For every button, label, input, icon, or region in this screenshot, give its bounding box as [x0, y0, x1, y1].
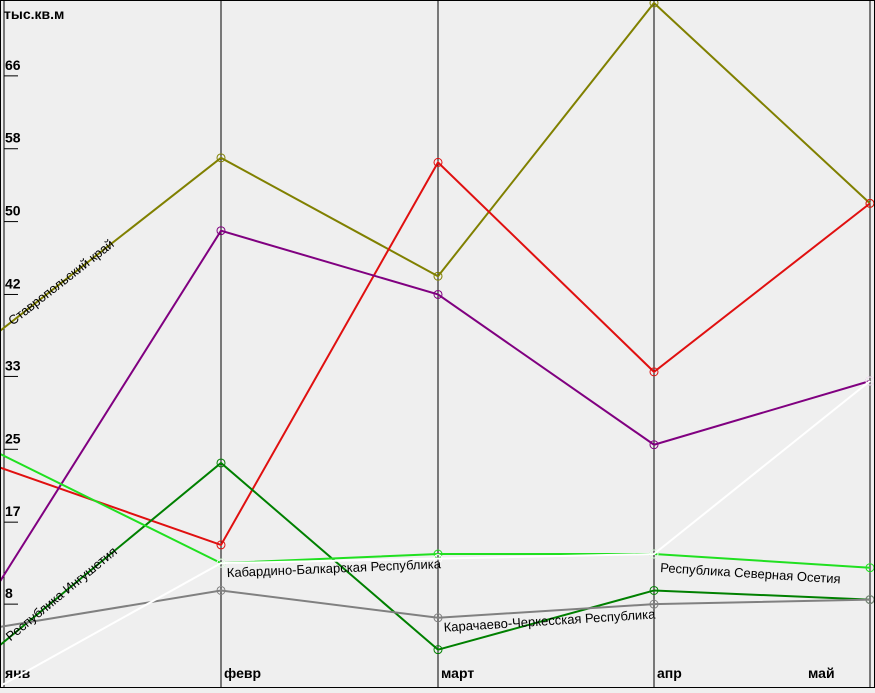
- y-tick-label: 66: [5, 57, 21, 73]
- x-tick-label: апр: [657, 665, 682, 681]
- y-tick-label: 50: [5, 203, 21, 219]
- series-line: [0, 461, 871, 651]
- series-line: [0, 229, 871, 582]
- y-tick-label: 58: [5, 130, 21, 146]
- y-tick-label: 25: [5, 430, 21, 446]
- x-tick-label: янв: [5, 665, 31, 681]
- series-1: [0, 157, 875, 550]
- y-tick-label: 33: [5, 357, 21, 373]
- y-tick-label: 17: [5, 503, 21, 519]
- data-point: [433, 613, 443, 623]
- data-point: [433, 271, 443, 281]
- series-6: [0, 376, 875, 687]
- y-axis-unit-label: тыс.кв.м: [4, 6, 64, 22]
- data-point: [216, 558, 226, 568]
- data-point: [216, 540, 226, 550]
- data-point: [649, 440, 659, 450]
- data-point: [216, 458, 226, 468]
- y-tick-label: 8: [5, 585, 13, 601]
- series-line: [0, 452, 871, 569]
- data-point: [433, 157, 443, 167]
- data-point: [433, 645, 443, 655]
- data-point: [649, 585, 659, 595]
- series-line: [0, 1, 871, 332]
- x-tick-label: май: [808, 665, 835, 681]
- data-point: [216, 226, 226, 236]
- y-tick-label: 42: [5, 275, 21, 291]
- series-line: [0, 160, 871, 547]
- x-tick-label: февр: [224, 665, 261, 681]
- data-point: [649, 367, 659, 377]
- data-point: [433, 289, 443, 299]
- x-tick-label: март: [441, 665, 474, 681]
- data-point: [216, 585, 226, 595]
- data-point: [433, 554, 443, 564]
- data-point: [649, 599, 659, 609]
- series-line: [0, 589, 871, 628]
- data-point: [649, 0, 659, 8]
- data-point: [216, 153, 226, 163]
- data-point: [649, 549, 659, 559]
- series-line: [0, 380, 871, 687]
